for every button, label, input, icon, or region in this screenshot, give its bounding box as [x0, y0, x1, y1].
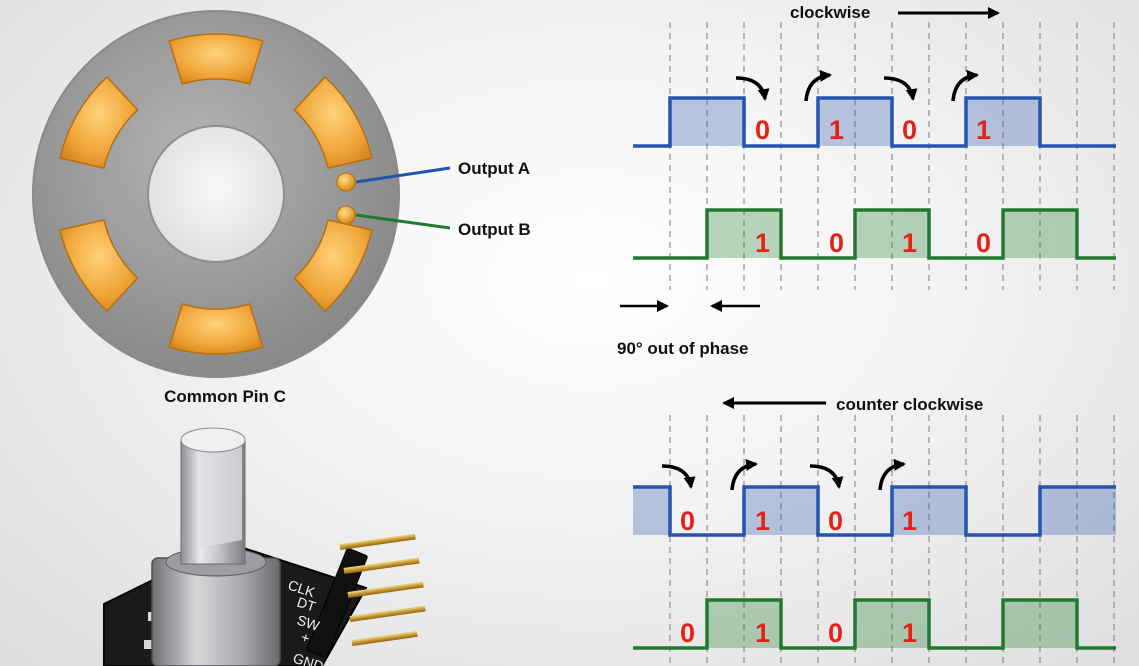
output-b-lead	[355, 213, 451, 230]
cw-transition-arrows	[735, 69, 979, 102]
ccw-waveform-a	[633, 485, 1116, 537]
bit-digit: 1	[902, 618, 917, 648]
contact-pad	[168, 33, 264, 85]
bit-digit: 1	[902, 506, 917, 536]
header-pins	[339, 533, 426, 646]
bit-digit: 1	[755, 618, 770, 648]
bit-digit: 0	[976, 228, 991, 258]
shaft-flat	[200, 444, 242, 548]
counter-clockwise-label: counter clockwise	[836, 395, 983, 414]
cw-a-bits: 0 1 0 1	[755, 115, 991, 145]
bit-digit: 0	[828, 506, 843, 536]
pin-header	[306, 547, 368, 659]
contact-pads	[59, 33, 373, 355]
clockwise-label: clockwise	[790, 3, 870, 22]
output-b-pin	[336, 205, 356, 225]
common-pin-label: Common Pin C	[164, 387, 286, 406]
bit-digit: 1	[755, 506, 770, 536]
output-b-label: Output B	[458, 220, 531, 239]
cw-waveform-b	[633, 208, 1116, 260]
bit-digit: 0	[680, 506, 695, 536]
bit-digit: 0	[829, 228, 844, 258]
ccw-transition-arrows	[661, 458, 906, 491]
disk-center-hole	[147, 125, 285, 263]
shaft-top	[180, 427, 246, 453]
contact-pad	[59, 75, 139, 170]
cw-b-bits: 1 0 1 0	[755, 228, 991, 258]
pin-label-dt: DT	[295, 594, 318, 615]
contact-pad	[59, 218, 139, 313]
bit-digit: 0	[828, 618, 843, 648]
bit-digit: 0	[902, 115, 917, 145]
output-a-label: Output A	[458, 159, 530, 178]
bit-digit: 1	[829, 115, 844, 145]
ccw-a-bits: 0 1 0 1	[680, 506, 917, 536]
phase-label: 90° out of phase	[617, 339, 748, 358]
encoder-disk	[32, 10, 400, 378]
contact-pad	[293, 75, 373, 170]
ccw-b-bits: 0 1 0 1	[680, 618, 917, 648]
output-a-pin	[336, 172, 356, 192]
bit-digit: 1	[902, 228, 917, 258]
pin-label-sw: SW	[295, 612, 322, 634]
contact-pad	[293, 218, 373, 313]
bit-digit: 0	[680, 618, 695, 648]
bit-digit: 1	[976, 115, 991, 145]
cw-waveform-a	[633, 96, 1116, 148]
bit-digit: 0	[755, 115, 770, 145]
output-a-lead	[355, 166, 451, 184]
contact-pad	[168, 303, 264, 355]
bit-digit: 1	[755, 228, 770, 258]
encoder-module: CLK DT SW + GND	[103, 427, 426, 666]
ccw-waveform-b	[633, 598, 1116, 650]
